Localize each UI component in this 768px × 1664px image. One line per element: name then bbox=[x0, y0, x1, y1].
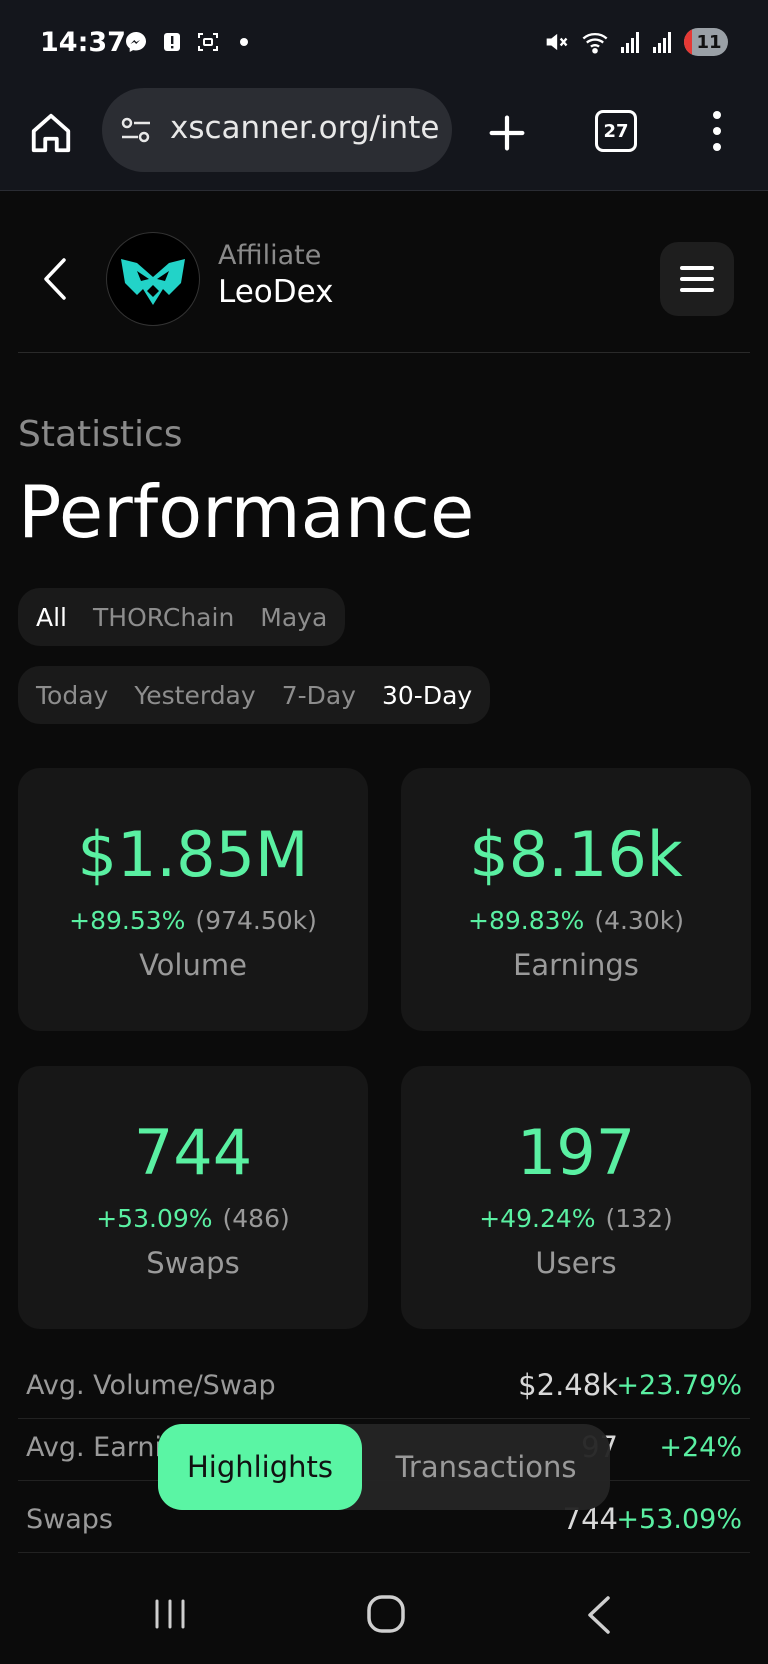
filter-all[interactable]: All bbox=[36, 602, 67, 632]
stat-name: Swaps bbox=[26, 1504, 113, 1535]
battery-level: 11 bbox=[696, 31, 722, 53]
page-title: Performance bbox=[18, 470, 475, 554]
header-title: LeoDex bbox=[218, 274, 334, 310]
card-change-pct: +49.24% bbox=[479, 1204, 596, 1233]
menu-button[interactable] bbox=[660, 242, 734, 316]
section-label: Statistics bbox=[18, 414, 183, 455]
back-nav-icon[interactable] bbox=[586, 1594, 612, 1636]
card-value: $1.85M bbox=[77, 818, 309, 891]
system-nav-bar bbox=[0, 1560, 768, 1664]
card-value: $8.16k bbox=[469, 818, 683, 891]
stat-name: Avg. Volume/Swap bbox=[26, 1370, 276, 1401]
card-previous: (974.50k) bbox=[195, 906, 317, 935]
browser-toolbar: xscanner.org/inte 27 bbox=[0, 88, 768, 191]
stat-row: Swaps 744 +53.09% bbox=[18, 1490, 750, 1553]
battery-icon: 11 bbox=[684, 28, 728, 56]
users-card: 197 +49.24% (132) Users bbox=[401, 1066, 751, 1329]
card-change-pct: +89.83% bbox=[468, 906, 585, 935]
status-icons-left bbox=[124, 30, 248, 54]
volume-card: $1.85M +89.53% (974.50k) Volume bbox=[18, 768, 368, 1031]
stat-value: $2.48k bbox=[518, 1368, 618, 1402]
more-menu-icon[interactable] bbox=[712, 108, 722, 154]
card-label: Earnings bbox=[513, 948, 639, 982]
period-7-day[interactable]: 7-Day bbox=[281, 680, 356, 710]
earnings-card: $8.16k +89.83% (4.30k) Earnings bbox=[401, 768, 751, 1031]
tab-highlights[interactable]: Highlights bbox=[158, 1424, 362, 1510]
card-value: 744 bbox=[133, 1116, 253, 1189]
home-nav-icon[interactable] bbox=[366, 1594, 406, 1634]
new-tab-icon[interactable] bbox=[484, 110, 530, 156]
wifi-icon bbox=[582, 32, 608, 54]
address-bar[interactable]: xscanner.org/inte bbox=[102, 88, 452, 172]
recents-icon[interactable] bbox=[153, 1598, 187, 1630]
url-text[interactable]: xscanner.org/inte bbox=[170, 110, 440, 146]
card-previous: (486) bbox=[222, 1204, 290, 1233]
period-30-day[interactable]: 30-Day bbox=[381, 680, 473, 710]
card-label: Users bbox=[535, 1246, 617, 1280]
back-arrow-icon[interactable] bbox=[40, 256, 72, 302]
period-today[interactable]: Today bbox=[36, 680, 109, 710]
messenger-icon bbox=[126, 32, 146, 52]
alert-icon bbox=[164, 33, 180, 51]
leodex-logo bbox=[106, 232, 200, 326]
site-settings-icon[interactable] bbox=[120, 116, 152, 144]
card-change: +49.24% (132) bbox=[401, 1204, 751, 1233]
period-filter: Today Yesterday 7-Day 30-Day bbox=[18, 666, 491, 724]
status-icons-right: 11 bbox=[542, 28, 728, 56]
tab-transactions[interactable]: Transactions bbox=[395, 1450, 577, 1484]
card-change: +53.09% (486) bbox=[18, 1204, 368, 1233]
notification-dot bbox=[240, 38, 248, 46]
swaps-card: 744 +53.09% (486) Swaps bbox=[18, 1066, 368, 1329]
status-time: 14:37 bbox=[40, 27, 126, 58]
mute-icon bbox=[546, 33, 568, 51]
filter-thorchain[interactable]: THORChain bbox=[93, 602, 235, 632]
status-bar: 14:37 bbox=[0, 0, 768, 90]
stat-change: +23.79% bbox=[616, 1370, 742, 1401]
card-label: Swaps bbox=[146, 1246, 240, 1280]
network-filter: All THORChain Maya bbox=[18, 588, 346, 646]
app-header: Affiliate LeoDex bbox=[18, 228, 750, 353]
hamburger-icon bbox=[680, 266, 714, 270]
tab-switcher-button[interactable]: 27 bbox=[595, 110, 637, 152]
card-value: 197 bbox=[516, 1116, 636, 1189]
card-change-pct: +53.09% bbox=[96, 1204, 213, 1233]
card-previous: (132) bbox=[605, 1204, 673, 1233]
stat-change: +53.09% bbox=[616, 1504, 742, 1535]
card-label: Volume bbox=[139, 948, 247, 982]
screenshot-icon bbox=[198, 33, 218, 51]
filter-maya[interactable]: Maya bbox=[260, 602, 328, 632]
stat-row: Avg. Volume/Swap $2.48k +23.79% bbox=[18, 1356, 750, 1419]
card-change: +89.83% (4.30k) bbox=[401, 906, 751, 935]
signal-icon bbox=[653, 32, 671, 53]
period-yesterday[interactable]: Yesterday bbox=[134, 680, 256, 710]
card-change: +89.53% (974.50k) bbox=[18, 906, 368, 935]
signal-icon bbox=[621, 32, 639, 53]
stat-name: Avg. Earni bbox=[26, 1432, 163, 1463]
header-subtitle: Affiliate bbox=[218, 240, 322, 271]
bottom-tab-bar: Highlights Transactions bbox=[158, 1424, 610, 1510]
card-change-pct: +89.53% bbox=[69, 906, 186, 935]
card-previous: (4.30k) bbox=[594, 906, 684, 935]
stat-change: +24% bbox=[659, 1432, 742, 1463]
home-icon[interactable] bbox=[28, 110, 74, 156]
